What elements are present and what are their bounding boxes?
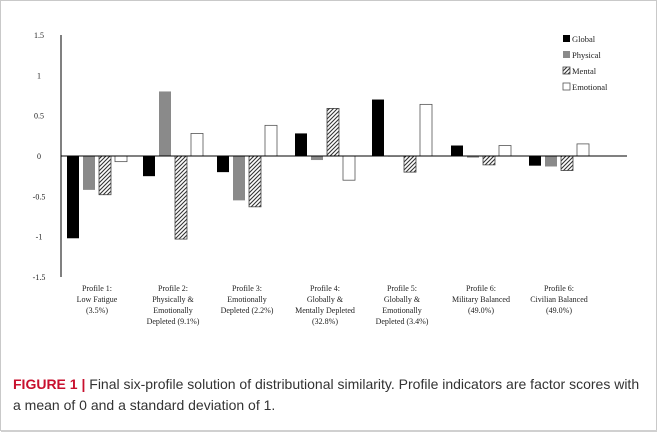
legend: Global Physical Mental Emotional [562, 34, 608, 92]
bars [61, 91, 627, 240]
bar-emotional-profile-5 [419, 103, 433, 157]
legend-label-global: Global [572, 34, 596, 44]
caption-text: Final six-profile solution of distributi… [13, 376, 640, 413]
legend-swatch-emotional [562, 82, 571, 91]
bar-global-profile-3 [217, 156, 229, 173]
legend-label-physical: Physical [572, 50, 601, 60]
bar-physical-profile-4 [311, 156, 323, 161]
x-category-label: Profile 4: Globally & Mentally Depleted (32… [295, 284, 355, 326]
x-category-label: Profile 6: Civilian Balanced (49.0%) [530, 284, 588, 315]
legend-label-emotional: Emotional [572, 82, 608, 92]
y-tick-label: 0 [37, 152, 41, 161]
x-axis-labels: Profile 1: Low Fatigue (3.5%) Profile 2: Phy… [77, 284, 588, 326]
figure-caption: FIGURE 1 | Final six-profile solution of… [13, 374, 643, 416]
bar-mental-profile-3 [248, 155, 262, 208]
bar-mental-profile-5 [403, 155, 417, 173]
x-category-label: Profile 3: Emotionally Depleted (2.2%) [221, 284, 274, 315]
bar-physical-profile-2 [159, 91, 171, 156]
x-category-label: Profile 1: Low Fatigue (3.5%) [77, 284, 118, 315]
y-tick-label: 0.5 [34, 112, 44, 121]
legend-swatch-mental [562, 66, 571, 75]
bar-emotional-profile-7 [576, 143, 590, 157]
bar-mental-profile-7 [560, 155, 574, 171]
bar-emotional-profile-4 [342, 155, 356, 181]
x-category-label: Profile 6: Military Balanced (49.0%) [452, 284, 510, 315]
legend-label-mental: Mental [572, 66, 597, 76]
bar-global-profile-6 [451, 145, 463, 156]
x-category-label: Profile 5: Globally & Emotionally Depleted … [376, 284, 429, 326]
y-axis: 1.5 1 0.5 0 -0.5 -1 -1.5 [33, 31, 62, 282]
bar-mental-profile-2 [174, 155, 188, 240]
x-category-label: Profile 2: Physically & Emotionally Deplete… [147, 284, 200, 326]
bar-global-profile-1 [67, 156, 79, 239]
bar-global-profile-4 [295, 133, 307, 156]
bar-chart: 1.5 1 0.5 0 -0.5 -1 -1.5 Profile 1: Low Fatigue… [33, 31, 627, 326]
bar-global-profile-5 [372, 99, 384, 156]
bar-physical-profile-3 [233, 156, 245, 201]
bar-global-profile-7 [529, 156, 541, 166]
bar-global-profile-2 [143, 156, 155, 177]
bar-emotional-profile-1 [114, 155, 128, 163]
bar-physical-profile-6 [467, 156, 479, 158]
bar-mental-profile-1 [98, 155, 112, 196]
y-tick-label: 1 [37, 71, 41, 80]
y-tick-label: 1.5 [34, 31, 44, 40]
y-tick-label: -1 [36, 233, 43, 242]
bar-emotional-profile-6 [498, 145, 512, 157]
bar-mental-profile-4 [326, 108, 340, 157]
y-tick-label: -1.5 [33, 273, 46, 282]
legend-swatch-global [563, 35, 570, 42]
bar-emotional-profile-2 [190, 133, 204, 157]
legend-swatch-physical [563, 51, 570, 58]
bar-physical-profile-7 [545, 156, 557, 167]
bar-emotional-profile-3 [264, 124, 278, 157]
caption-label: FIGURE 1 | [13, 376, 86, 392]
y-tick-label: -0.5 [33, 192, 46, 201]
bar-mental-profile-6 [482, 155, 496, 166]
bar-physical-profile-1 [83, 156, 95, 190]
